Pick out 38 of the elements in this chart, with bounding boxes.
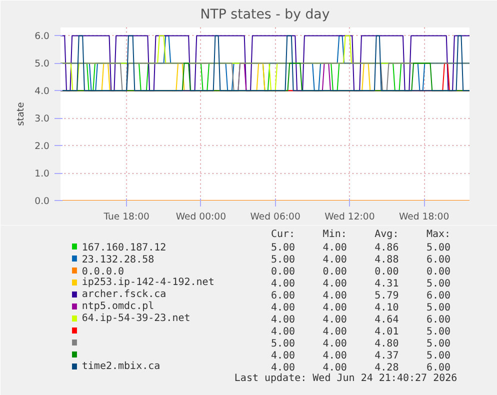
text: 4.00 4.00 4.31 5.00: [270, 278, 451, 290]
text: 5.00 4.00 4.88 6.00: [270, 254, 451, 266]
text: 4.00 4.00 4.10 5.00: [270, 302, 451, 314]
legend-label: 23.132.28.58: [82, 254, 154, 266]
legend-label: 64.ip-54-39-23.net: [82, 313, 190, 324]
legend-label: ntp5.omdc.pl: [82, 301, 154, 312]
text: 6.00 4.00 5.79 6.00: [270, 290, 451, 302]
x-tick-label: Wed 00:00: [176, 212, 226, 222]
text: Min:: [322, 229, 347, 240]
text: Avg:: [374, 229, 399, 240]
text: 4.00 4.00 4.28 6.00: [270, 362, 451, 374]
legend-label: time2.mbix.ca: [82, 361, 160, 372]
y-tick-label: 6.0: [34, 31, 50, 42]
chart-title: NTP states - by day: [200, 8, 330, 22]
y-tick-label: 3.0: [34, 114, 50, 125]
legend-label: 0.0.0.0: [82, 266, 124, 278]
x-tick-label: Wed 06:00: [250, 212, 300, 222]
y-tick-label: 1.0: [34, 168, 50, 180]
text: Last update: Wed Jun 24 21:40:27 2026: [234, 373, 458, 384]
text: Max:: [426, 229, 451, 240]
x-tick-label: Wed 18:00: [398, 212, 450, 222]
text: 5.00 4.00 4.80 5.00: [270, 338, 451, 350]
text: 5.00 4.00 4.86 5.00: [270, 242, 451, 254]
text: 4.00 4.00 4.64 6.00: [270, 314, 451, 326]
x-tick-label: Wed 12:00: [324, 212, 375, 222]
x-tick-label: Tue 18:00: [102, 212, 150, 222]
text: Cur:: [270, 229, 296, 240]
legend-label: ip253.ip-142-4-192.net: [82, 277, 214, 288]
text: 0.00 0.00 0.00 0.00: [270, 266, 451, 278]
legend-label: 167.160.187.12: [82, 242, 166, 254]
y-tick-label: 0.0: [34, 196, 50, 207]
y-tick-label: 5.0: [34, 58, 50, 70]
text: 4.00 4.00 4.01 5.00: [270, 326, 451, 338]
legend-label: archer.fsck.ca: [82, 289, 166, 300]
text: 4.00 4.00 4.37 5.00: [270, 350, 451, 362]
y-axis-title: state: [16, 102, 27, 126]
y-tick-label: 2.0: [34, 141, 50, 152]
y-tick-label: 4.0: [34, 86, 50, 98]
